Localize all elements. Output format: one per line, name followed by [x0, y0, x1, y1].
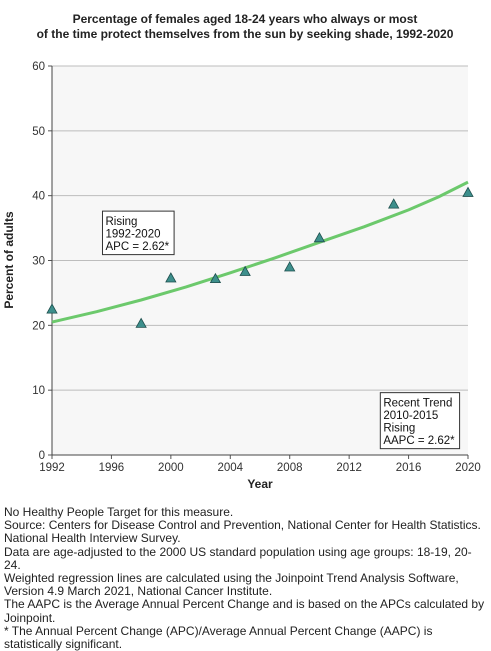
- y-axis-title: Percent of adults: [2, 211, 16, 309]
- data-point: [388, 198, 400, 209]
- data-point: [165, 272, 177, 283]
- x-axis-title: Year: [247, 477, 273, 491]
- annotation-text: APC = 2.62*: [105, 241, 169, 253]
- x-tick-label: 2020: [455, 462, 481, 474]
- annotation-box: [101, 210, 175, 256]
- chart: Percentage of females aged 18-24 years w…: [2, 12, 481, 491]
- trend-line: [51, 180, 469, 324]
- x-tick-label: 1996: [99, 462, 125, 474]
- annotation-text: Rising: [383, 423, 415, 435]
- annotation-box: [379, 392, 461, 450]
- x-tick-label: 2012: [336, 462, 362, 474]
- footnotes: No Healthy People Target for this measur…: [4, 505, 488, 651]
- data-point: [239, 265, 251, 276]
- note-age-adjusted: Data are age-adjusted to the 2000 US sta…: [4, 544, 472, 572]
- trend-line-group: [51, 180, 469, 324]
- data-point: [313, 231, 326, 243]
- data-point: [46, 303, 58, 314]
- chart-title-line-1: Percentage of females aged 18-24 years w…: [73, 12, 418, 26]
- x-tick-label: 2000: [158, 462, 184, 474]
- chart-title-line-2: of the time protect themselves from the …: [37, 27, 454, 41]
- x-tick-label: 1992: [39, 462, 65, 474]
- y-tick-label: 10: [32, 385, 45, 397]
- annotation-text: Recent Trend: [383, 398, 452, 410]
- x-tick-label: 2016: [396, 462, 422, 474]
- note-significance: * The Annual Percent Change (APC)/Averag…: [4, 623, 433, 651]
- data-point: [135, 317, 147, 328]
- annotation-text: Rising: [105, 216, 137, 228]
- y-tick-label: 0: [39, 450, 45, 462]
- note-regression: Weighted regression lines are calculated…: [4, 571, 459, 599]
- data-point: [209, 272, 222, 284]
- data-point: [284, 261, 296, 272]
- annotation-text: 1992-2020: [105, 229, 160, 241]
- y-tick-label: 20: [32, 320, 45, 332]
- data-point: [462, 186, 474, 197]
- annotation-text: AAPC = 2.62*: [383, 435, 455, 447]
- gridlines: [52, 65, 468, 391]
- x-tick-label: 2008: [277, 462, 303, 474]
- note-source: Source: Centers for Disease Control and …: [4, 518, 481, 546]
- note-target: No Healthy People Target for this measur…: [4, 505, 234, 519]
- annotation-text: 2010-2015: [383, 410, 438, 422]
- y-tick-label: 40: [32, 191, 45, 203]
- note-aapc: The AAPC is the Average Annual Percent C…: [4, 597, 485, 625]
- axes: 0 10 20 30 40 50 60 1992 1996 2000 2004 2008 2012 201…: [32, 61, 481, 474]
- y-tick-label: 50: [32, 126, 45, 138]
- y-tick-label: 60: [32, 61, 45, 73]
- y-tick-label: 30: [32, 256, 45, 268]
- x-tick-label: 2004: [217, 462, 243, 474]
- data-points: [46, 186, 474, 328]
